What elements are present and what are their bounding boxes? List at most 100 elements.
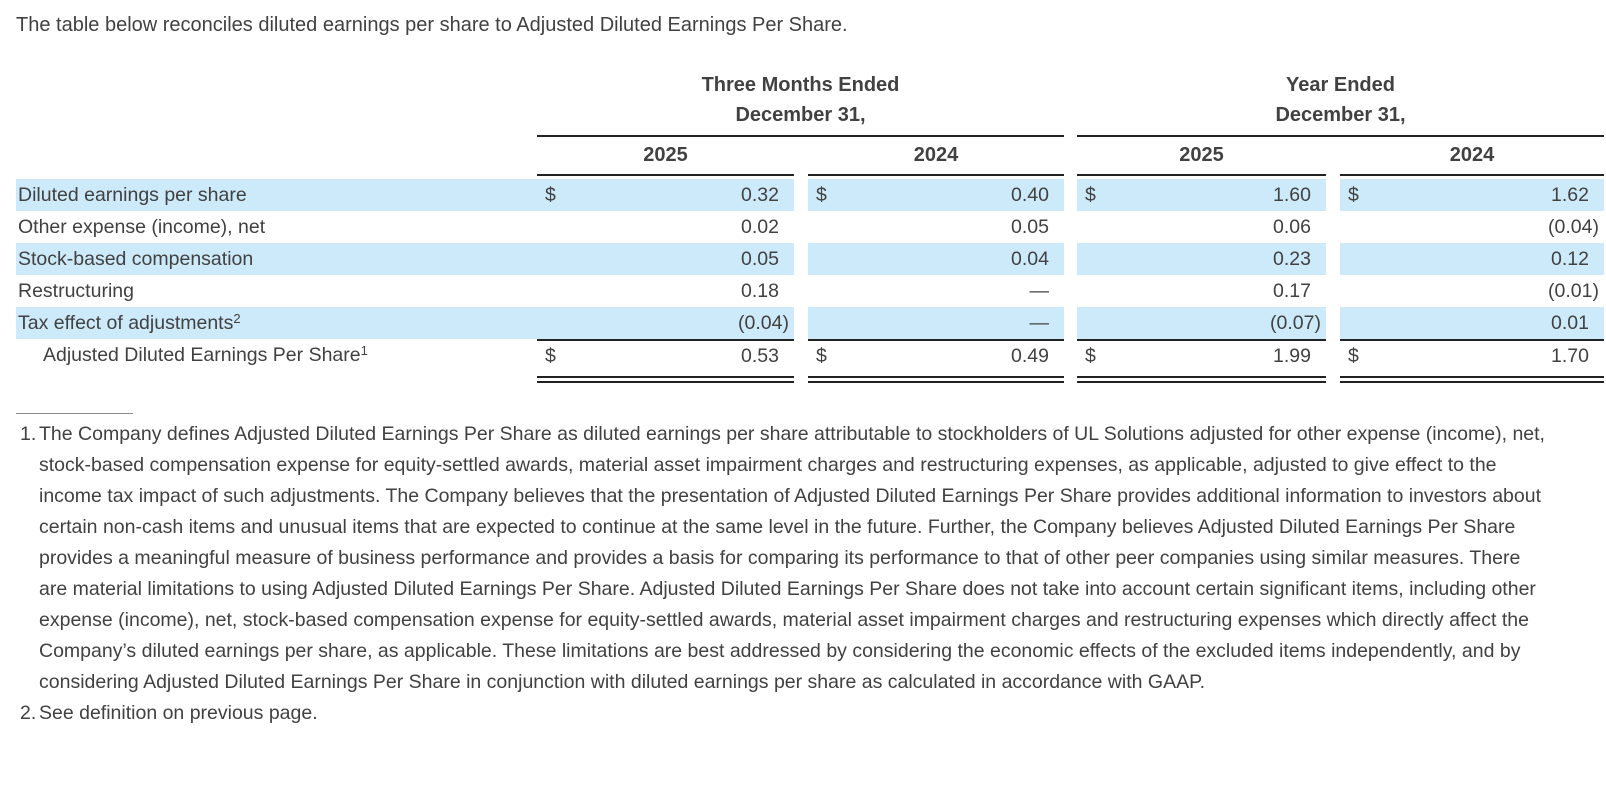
value-number: 0.40 xyxy=(1011,183,1049,206)
dollar-sign: $ xyxy=(816,183,827,206)
year-gutter xyxy=(794,137,808,176)
value-number: 0.02 xyxy=(741,215,779,238)
value-cell-3m-2025: $0.32 xyxy=(537,179,794,211)
dollar-sign: $ xyxy=(1085,183,1096,206)
double-rule-cell xyxy=(1077,371,1326,385)
year-gutter xyxy=(1064,137,1077,176)
row-label: Tax effect of adjustments2 xyxy=(16,307,537,339)
value-cell-fy-2024: $1.70 xyxy=(1340,339,1604,371)
value-cell-3m-2025: 0.05 xyxy=(537,243,794,275)
value-cell-fy-2025: 0.06 xyxy=(1077,211,1326,243)
row-label-text: Diluted earnings per share xyxy=(18,184,247,206)
row-label-text: Tax effect of adjustments2 xyxy=(18,311,241,334)
table-group-header-row: Three Months Ended December 31, Year End… xyxy=(16,70,1604,137)
column-gutter xyxy=(1326,307,1340,339)
table-row: Diluted earnings per share $0.32 $0.40 $… xyxy=(16,179,1604,211)
group-header-line1: Three Months Ended xyxy=(701,74,900,96)
value-number: 1.60 xyxy=(1273,183,1311,206)
total-double-rule-row xyxy=(16,371,1604,385)
value-cell-fy-2025: $1.60 xyxy=(1077,179,1326,211)
row-label-text: Restructuring xyxy=(18,280,134,302)
row-label-text: Other expense (income), net xyxy=(18,216,266,238)
value-number: (0.07) xyxy=(1270,311,1321,334)
table-row: Tax effect of adjustments2 (0.04) — (0.0… xyxy=(16,307,1604,339)
double-rule xyxy=(808,376,1064,383)
dollar-sign: $ xyxy=(545,183,556,206)
dollar-sign: $ xyxy=(1348,183,1359,206)
value-number: 0.53 xyxy=(741,344,779,367)
table-row: Adjusted Diluted Earnings Per Share1 $0.… xyxy=(16,339,1604,371)
row-label: Stock-based compensation xyxy=(16,243,537,275)
column-gutter xyxy=(794,339,808,371)
double-rule-cell xyxy=(808,371,1064,385)
double-rule-cell xyxy=(1340,371,1604,385)
column-gutter xyxy=(794,275,808,307)
table-row: Other expense (income), net 0.02 0.05 0.… xyxy=(16,211,1604,243)
footnote-item: 2. See definition on previous page. xyxy=(20,698,1606,729)
column-gutter xyxy=(1064,275,1077,307)
footnote-number: 1. xyxy=(20,423,37,445)
footnote-item: 1. The Company defines Adjusted Diluted … xyxy=(20,419,1606,698)
column-gutter xyxy=(1326,243,1340,275)
value-cell-fy-2024: 0.12 xyxy=(1340,243,1604,275)
value-cell-3m-2024: — xyxy=(808,275,1064,307)
table-row: Stock-based compensation 0.05 0.04 0.23 … xyxy=(16,243,1604,275)
double-rule-gutter xyxy=(1326,371,1340,385)
table-row: Restructuring 0.18 — 0.17 (0.01) xyxy=(16,275,1604,307)
column-gutter xyxy=(794,211,808,243)
row-label: Other expense (income), net xyxy=(16,211,537,243)
group-header-line2: December 31, xyxy=(735,104,866,126)
column-gutter xyxy=(1326,339,1340,371)
value-number: 0.49 xyxy=(1011,344,1049,367)
double-rule-cell xyxy=(537,371,794,385)
value-cell-fy-2024: $1.62 xyxy=(1340,179,1604,211)
value-number: — xyxy=(1029,311,1050,334)
group-header-three-months: Three Months Ended December 31, xyxy=(537,70,1064,137)
year-header-spacer xyxy=(16,137,537,176)
value-number: 0.01 xyxy=(1551,311,1589,334)
value-cell-fy-2024: (0.01) xyxy=(1340,275,1604,307)
row-label: Restructuring xyxy=(16,275,537,307)
column-gutter xyxy=(1326,275,1340,307)
value-number: 0.32 xyxy=(741,183,779,206)
value-number: (0.04) xyxy=(738,311,789,334)
column-gutter xyxy=(1064,211,1077,243)
value-cell-fy-2025: (0.07) xyxy=(1077,307,1326,339)
footnote-reference: 2 xyxy=(233,311,241,326)
value-cell-3m-2024: $0.49 xyxy=(808,339,1064,371)
column-gutter xyxy=(794,307,808,339)
row-label-text: Stock-based compensation xyxy=(18,248,254,270)
value-number: (0.01) xyxy=(1548,279,1599,302)
intro-paragraph: The table below reconciles diluted earni… xyxy=(16,14,848,36)
value-cell-3m-2024: $0.40 xyxy=(808,179,1064,211)
group-header-line1: Year Ended xyxy=(1286,74,1395,96)
value-cell-fy-2024: (0.04) xyxy=(1340,211,1604,243)
value-number: 0.23 xyxy=(1273,247,1311,270)
double-rule xyxy=(1077,376,1326,383)
value-cell-fy-2024: 0.01 xyxy=(1340,307,1604,339)
value-number: 0.06 xyxy=(1273,215,1311,238)
footnote-text: See definition on previous page. xyxy=(39,702,318,724)
column-gutter xyxy=(1064,243,1077,275)
year-header-fy-2024: 2024 xyxy=(1340,137,1604,176)
value-cell-3m-2024: 0.05 xyxy=(808,211,1064,243)
value-number: 0.05 xyxy=(741,247,779,270)
footnote-number: 2. xyxy=(20,702,37,724)
footnote-text: The Company defines Adjusted Diluted Ear… xyxy=(39,423,1545,693)
value-cell-3m-2025: 0.02 xyxy=(537,211,794,243)
value-number: (0.04) xyxy=(1548,215,1599,238)
value-cell-fy-2025: $1.99 xyxy=(1077,339,1326,371)
dollar-sign: $ xyxy=(545,344,556,367)
column-gutter xyxy=(1326,179,1340,211)
value-number: 0.04 xyxy=(1011,247,1049,270)
value-cell-fy-2025: 0.17 xyxy=(1077,275,1326,307)
row-label: Diluted earnings per share xyxy=(16,179,537,211)
value-number: 0.18 xyxy=(741,279,779,302)
dollar-sign: $ xyxy=(816,344,827,367)
year-header-fy-2025: 2025 xyxy=(1077,137,1326,176)
group-header-gutter xyxy=(1064,70,1077,137)
group-header-year-ended: Year Ended December 31, xyxy=(1077,70,1604,137)
column-gutter xyxy=(1326,211,1340,243)
value-number: — xyxy=(1029,279,1050,302)
double-rule-gutter xyxy=(1064,371,1077,385)
